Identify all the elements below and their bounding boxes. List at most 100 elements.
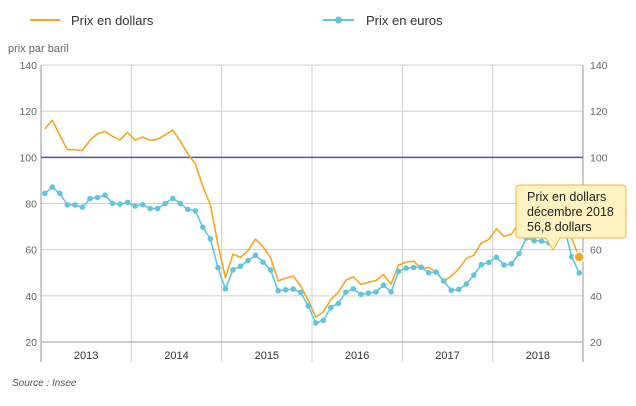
point-euros-53 — [433, 269, 440, 275]
point-euros-17 — [162, 200, 169, 207]
y-tick-left-20: 20 — [25, 337, 37, 349]
x-tick-2014: 2014 — [164, 350, 188, 362]
point-euros-31 — [267, 267, 274, 273]
point-euros-35 — [297, 289, 304, 296]
point-euros-44 — [365, 290, 372, 296]
highlight-point-dollars — [573, 251, 585, 263]
point-euros-15 — [147, 205, 153, 212]
y-tick-right-120: 120 — [590, 106, 608, 118]
point-euros-71 — [568, 254, 575, 260]
point-euros-58 — [471, 272, 477, 278]
point-euros-30 — [260, 259, 266, 265]
y-tick-right-100: 100 — [590, 152, 608, 164]
point-euros-43 — [358, 291, 364, 298]
point-euros-2 — [49, 184, 56, 190]
point-euros-72 — [576, 270, 583, 276]
x-tick-2016: 2016 — [345, 350, 369, 362]
y-tick-left-40: 40 — [25, 291, 37, 303]
legend[interactable]: Prix en dollars Prix en euros — [30, 13, 443, 28]
point-euros-59 — [478, 261, 485, 268]
point-euros-50 — [410, 264, 417, 271]
point-euros-23 — [207, 236, 214, 242]
y-axis-left: 20 40 60 80 100 120 140 — [19, 60, 37, 349]
point-euros-54 — [440, 278, 447, 284]
point-euros-14 — [139, 201, 146, 208]
tooltip-line-3: 56,8 dollars — [527, 220, 592, 234]
point-euros-52 — [425, 269, 432, 276]
point-euros-45 — [373, 289, 379, 295]
y-tick-right-20: 20 — [590, 337, 602, 349]
point-euros-48 — [395, 268, 402, 275]
x-tick-2017: 2017 — [435, 350, 459, 362]
legend-item-dollars[interactable]: Prix en dollars — [30, 13, 154, 28]
point-euros-11 — [117, 201, 123, 207]
point-euros-5 — [72, 202, 78, 208]
y-tick-left-140: 140 — [19, 60, 37, 72]
point-euros-55 — [448, 287, 455, 294]
series-line-dollars — [44, 119, 580, 318]
legend-item-euros[interactable]: Prix en euros — [323, 13, 443, 28]
x-tick-2013: 2013 — [74, 350, 98, 362]
point-euros-21 — [192, 208, 199, 214]
tooltip: Prix en dollars décembre 2018 56,8 dolla… — [515, 184, 627, 251]
y-tick-right-140: 140 — [590, 60, 608, 72]
point-euros-27 — [237, 263, 244, 270]
x-tick-2018: 2018 — [526, 350, 550, 362]
point-euros-46 — [380, 282, 387, 289]
point-euros-56 — [455, 286, 462, 293]
point-euros-60 — [486, 259, 492, 266]
point-euros-39 — [328, 304, 334, 311]
point-euros-20 — [184, 206, 191, 213]
y-tick-left-100: 100 — [19, 152, 37, 164]
point-euros-47 — [388, 289, 394, 295]
tooltip-line-2: décembre 2018 — [527, 205, 614, 219]
point-euros-33 — [282, 287, 289, 293]
point-euros-6 — [79, 204, 86, 210]
y-tick-left-80: 80 — [25, 199, 37, 211]
point-euros-67 — [538, 238, 545, 244]
point-euros-12 — [124, 199, 131, 206]
point-euros-8 — [94, 194, 101, 201]
series-dollars — [44, 119, 580, 318]
point-euros-26 — [230, 266, 236, 273]
point-euros-66 — [531, 237, 537, 244]
point-euros-42 — [350, 286, 357, 292]
y-tick-right-60: 60 — [590, 245, 602, 257]
point-euros-28 — [245, 257, 251, 264]
point-euros-3 — [57, 190, 63, 197]
point-euros-1 — [41, 190, 48, 197]
point-euros-40 — [335, 300, 342, 307]
point-euros-51 — [418, 264, 424, 271]
point-euros-13 — [132, 203, 138, 209]
x-axis: 2013 2014 2015 2016 2017 2018 — [41, 341, 583, 362]
point-euros-37 — [312, 320, 319, 326]
point-euros-57 — [463, 281, 470, 287]
point-euros-61 — [493, 254, 500, 261]
tooltip-box — [515, 184, 627, 251]
y-tick-left-120: 120 — [19, 106, 37, 118]
y-axis-title: prix par baril — [8, 43, 69, 55]
point-euros-10 — [109, 200, 116, 207]
point-euros-7 — [87, 195, 93, 202]
x-tick-2015: 2015 — [255, 350, 279, 362]
point-euros-63 — [508, 260, 515, 267]
point-euros-36 — [305, 303, 312, 309]
point-euros-64 — [516, 250, 522, 257]
point-euros-32 — [275, 287, 281, 294]
y-tick-right-40: 40 — [590, 291, 602, 303]
source-note: Source : Insee — [12, 378, 77, 389]
point-euros-41 — [343, 289, 349, 295]
series-euros — [41, 184, 583, 326]
point-euros-24 — [215, 264, 221, 271]
point-euros-38 — [320, 317, 327, 324]
point-euros-34 — [290, 286, 296, 292]
point-euros-19 — [177, 200, 184, 207]
point-euros-9 — [102, 192, 108, 198]
point-euros-62 — [501, 262, 507, 268]
legend-label-dollars: Prix en dollars — [71, 13, 154, 28]
point-euros-29 — [252, 252, 259, 259]
point-euros-22 — [200, 224, 206, 231]
point-euros-18 — [169, 195, 176, 202]
point-euros-16 — [154, 205, 161, 212]
